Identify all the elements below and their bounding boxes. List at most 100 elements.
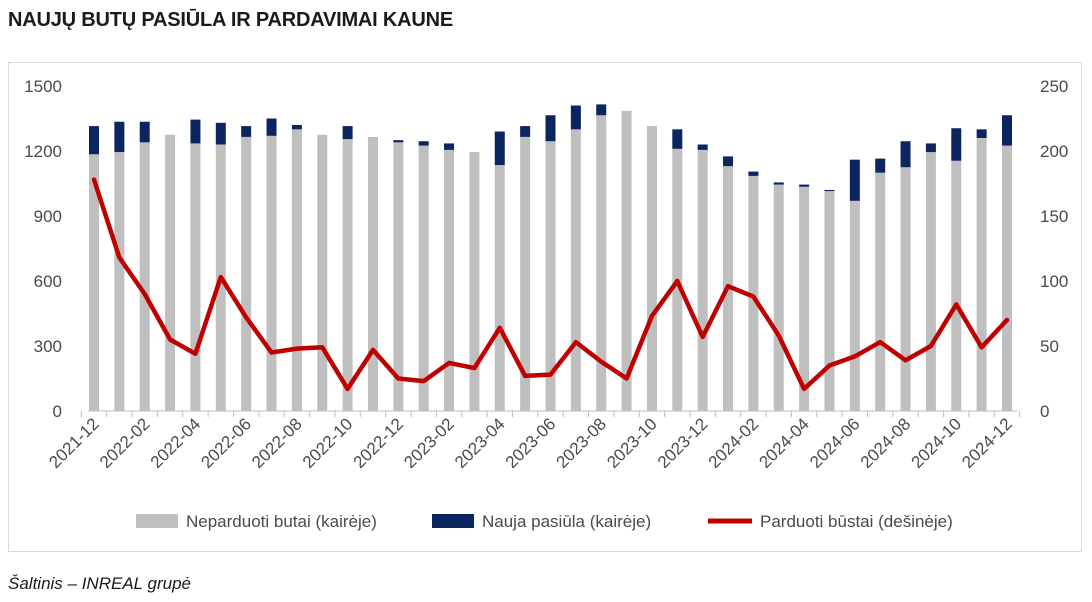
bar-unsold-2024-11 xyxy=(976,138,987,411)
y-left-tick-label: 600 xyxy=(34,272,62,291)
y-left-tick-label: 900 xyxy=(34,207,62,226)
bar-unsold-2023-10 xyxy=(646,126,657,411)
bar-unsold-2024-09 xyxy=(925,152,936,412)
bar-unsold-2023-02 xyxy=(444,149,455,411)
legend-label-unsold: Neparduoti butai (kairėje) xyxy=(186,512,377,531)
bar-unsold-2023-04 xyxy=(494,165,505,411)
bar-unsold-2022-03 xyxy=(165,134,176,411)
bar-new-supply-2024-11 xyxy=(976,129,987,138)
point-sold-2024-05 xyxy=(828,365,830,366)
point-sold-2023-09 xyxy=(626,378,628,379)
y-axis-right: 0 50 100 150 200 250 xyxy=(1040,77,1068,421)
point-sold-2023-11 xyxy=(676,280,678,282)
bar-unsold-2024-06 xyxy=(849,200,860,411)
legend-label-sold: Parduoti būstai (dešinėje) xyxy=(760,512,953,531)
bar-unsold-2024-02 xyxy=(748,175,759,411)
x-tick-label: 2023-10 xyxy=(603,414,661,472)
bar-unsold-2023-01 xyxy=(418,145,429,412)
point-sold-2022-02 xyxy=(144,293,146,295)
bar-new-supply-2024-07 xyxy=(875,158,886,173)
point-sold-2022-11 xyxy=(372,349,374,351)
legend-label-new-supply: Nauja pasiūla (kairėje) xyxy=(482,512,651,531)
bar-unsold-2024-05 xyxy=(824,191,835,411)
bar-unsold-2022-09 xyxy=(317,134,328,411)
bar-new-supply-2024-12 xyxy=(1002,115,1012,146)
point-sold-2022-08 xyxy=(296,348,298,350)
bar-unsold-2023-12 xyxy=(697,149,708,411)
point-sold-2024-11 xyxy=(981,346,983,348)
point-sold-2024-10 xyxy=(955,303,957,305)
bar-unsold-2024-12 xyxy=(1002,145,1012,412)
bar-new-supply-2022-12 xyxy=(393,140,404,143)
bar-unsold-2022-02 xyxy=(139,142,150,412)
bar-unsold-2023-09 xyxy=(621,110,632,412)
y-left-tick-label: 0 xyxy=(53,402,62,421)
bar-unsold-2023-07 xyxy=(570,129,581,412)
bar-new-supply-2024-01 xyxy=(723,156,734,167)
x-tick-label: 2023-08 xyxy=(552,414,610,472)
bar-new-supply-2024-02 xyxy=(748,171,759,176)
x-tick-label: 2022-06 xyxy=(197,414,255,472)
bar-unsold-2022-06 xyxy=(241,136,252,411)
y-right-tick-label: 150 xyxy=(1040,207,1068,226)
bar-new-supply-2024-04 xyxy=(799,184,810,187)
bar-new-supply-2024-03 xyxy=(773,182,784,185)
point-sold-2024-12 xyxy=(1006,319,1008,321)
bar-new-supply-2024-06 xyxy=(849,159,860,201)
bar-new-supply-2022-02 xyxy=(139,121,150,143)
x-axis-ticks xyxy=(80,411,1021,417)
legend-swatch-unsold xyxy=(136,514,178,528)
bar-unsold-2022-11 xyxy=(367,136,378,411)
x-tick-label: 2024-08 xyxy=(857,414,915,472)
x-tick-label: 2024-10 xyxy=(908,414,966,472)
x-tick-label: 2022-10 xyxy=(299,414,357,472)
bar-new-supply-2024-10 xyxy=(951,128,962,161)
x-tick-label: 2021-12 xyxy=(45,414,103,472)
x-tick-label: 2022-12 xyxy=(350,414,408,472)
bar-new-supply-2022-07 xyxy=(266,118,277,136)
x-tick-label: 2023-12 xyxy=(654,414,712,472)
y-right-tick-label: 100 xyxy=(1040,272,1068,291)
point-sold-2022-06 xyxy=(245,316,247,318)
x-tick-label: 2023-04 xyxy=(451,414,509,472)
bar-unsold-2022-10 xyxy=(342,139,353,412)
point-sold-2022-09 xyxy=(321,346,323,348)
bar-new-supply-2022-08 xyxy=(291,125,302,130)
y-right-tick-label: 200 xyxy=(1040,142,1068,161)
bar-unsold-2022-12 xyxy=(393,142,404,412)
line-layer xyxy=(91,177,1010,392)
point-sold-2024-07 xyxy=(879,341,881,343)
bar-new-supply-2022-01 xyxy=(114,121,125,153)
y-axis-left: 0 300 600 900 1200 1500 xyxy=(24,77,62,421)
bar-unsold-2024-04 xyxy=(799,186,810,411)
x-tick-label: 2024-04 xyxy=(755,414,813,472)
bar-unsold-2024-07 xyxy=(875,172,886,411)
bar-new-supply-2022-10 xyxy=(342,126,353,140)
x-tick-label: 2024-06 xyxy=(806,414,864,472)
bar-new-supply-2023-07 xyxy=(570,105,581,130)
point-sold-2024-02 xyxy=(752,296,754,298)
bar-new-supply-2024-09 xyxy=(925,143,936,153)
x-tick-label: 2022-02 xyxy=(96,414,154,472)
bar-new-supply-2023-02 xyxy=(444,143,455,150)
bar-new-supply-2022-06 xyxy=(241,126,252,137)
x-axis-labels: 2021-122022-022022-042022-062022-082022-… xyxy=(45,414,1016,472)
x-tick-label: 2022-08 xyxy=(248,414,306,472)
x-tick-label: 2023-02 xyxy=(400,414,458,472)
point-sold-2022-10 xyxy=(347,388,349,390)
point-sold-2022-03 xyxy=(169,339,171,340)
point-sold-2024-04 xyxy=(803,388,805,390)
point-sold-2023-02 xyxy=(448,362,450,364)
x-tick-label: 2024-12 xyxy=(958,414,1016,472)
point-sold-2022-05 xyxy=(220,276,222,278)
point-sold-2023-06 xyxy=(550,374,551,376)
point-sold-2023-10 xyxy=(651,315,653,317)
bar-unsold-2021-12 xyxy=(89,154,99,411)
point-sold-2024-08 xyxy=(905,359,907,361)
chart-title: NAUJŲ BUTŲ PASIŪLA IR PARDAVIMAI KAUNE xyxy=(8,9,453,31)
point-sold-2022-07 xyxy=(271,352,273,353)
bar-unsold-2024-03 xyxy=(773,184,784,411)
legend-swatch-new-supply xyxy=(432,514,474,528)
y-left-tick-label: 1500 xyxy=(24,77,62,96)
legend: Neparduoti butai (kairėje) Nauja pasiūla… xyxy=(136,512,953,531)
